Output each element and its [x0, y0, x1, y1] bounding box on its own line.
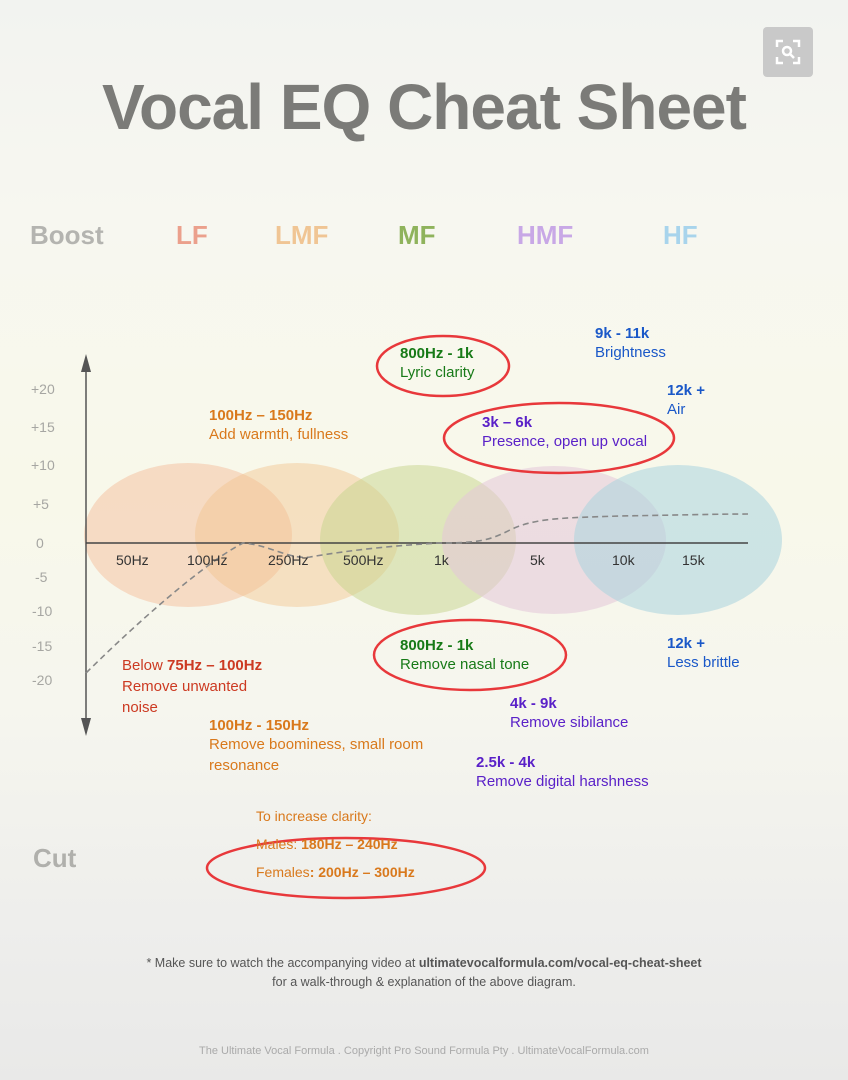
note-desc: Add warmth, fullness — [209, 426, 349, 443]
boost-note-presence: 3k – 6k Presence, open up vocal — [482, 414, 647, 452]
note-range: 4k - 9k — [510, 695, 557, 712]
x-tick: 10k — [612, 552, 635, 568]
footer-link[interactable]: ultimatevocalformula.com/vocal-eq-cheat-… — [418, 956, 702, 970]
highlight-lyric-clarity — [375, 334, 511, 398]
x-tick: 500Hz — [343, 552, 384, 568]
highlight-females — [205, 836, 487, 900]
note-range: 100Hz – 150Hz — [209, 407, 313, 424]
note-desc: Brightness — [595, 344, 666, 361]
note-desc: Remove digital harshness — [476, 773, 649, 790]
y-tick: -20 — [32, 672, 53, 688]
note-range: 12k + — [667, 382, 705, 399]
note-desc: Lyric clarity — [400, 364, 475, 381]
y-axis-up-arrow — [81, 354, 91, 372]
males-range: 180Hz – 240Hz — [301, 836, 398, 852]
copyright: The Ultimate Vocal Formula . Copyright P… — [199, 1045, 649, 1057]
y-tick: 0 — [36, 535, 44, 551]
cut-note-noise: Below 75Hz – 100Hz Remove unwanted noise — [122, 655, 262, 718]
footer-text: * Make sure to watch the accompanying vi… — [146, 956, 419, 970]
x-tick: 15k — [682, 552, 705, 568]
footer-text-2: for a walk-through & explanation of the … — [272, 975, 576, 989]
females-range: : 200Hz – 300Hz — [309, 864, 415, 880]
y-tick: +15 — [31, 419, 55, 435]
boost-note-air: 12k + Air — [667, 382, 705, 420]
x-tick: 250Hz — [268, 552, 309, 568]
note-desc: resonance — [209, 757, 280, 774]
hf-region — [574, 465, 782, 615]
lf-region — [84, 463, 292, 607]
expand-image-button[interactable] — [763, 27, 813, 77]
boost-note-lyric-clarity: 800Hz - 1k Lyric clarity — [400, 345, 474, 383]
y-tick: +10 — [31, 457, 55, 473]
y-tick: +20 — [31, 381, 55, 397]
clarity-note: To increase clarity: Males: 180Hz – 240H… — [256, 802, 415, 886]
x-tick: 100Hz — [187, 552, 228, 568]
band-hf: HF — [663, 220, 698, 250]
note-prefix: Below — [122, 657, 168, 674]
band-lmf: LMF — [275, 220, 329, 250]
cut-note-brittle: 12k + Less brittle — [667, 635, 740, 673]
clarity-heading: To increase clarity: — [256, 808, 372, 824]
x-tick: 5k — [530, 552, 545, 568]
x-tick: 1k — [434, 552, 449, 568]
footer-note: * Make sure to watch the accompanying vi… — [0, 954, 848, 992]
note-range: 800Hz - 1k — [400, 637, 474, 654]
y-tick: -10 — [32, 603, 53, 619]
note-desc: Remove sibilance — [510, 714, 629, 731]
note-desc: noise — [122, 699, 158, 716]
band-hmf: HMF — [517, 220, 574, 250]
cut-note-harshness: 2.5k - 4k Remove digital harshness — [476, 754, 649, 792]
x-tick: 50Hz — [116, 552, 149, 568]
note-range: 9k - 11k — [595, 325, 650, 342]
note-range: 12k + — [667, 635, 705, 652]
note-desc: Remove unwanted — [122, 678, 248, 695]
note-range: 3k – 6k — [482, 414, 533, 431]
note-desc: Presence, open up vocal — [482, 433, 648, 450]
note-desc: Less brittle — [667, 654, 740, 671]
y-axis-down-arrow — [81, 718, 91, 736]
females-label: Females — [256, 864, 310, 880]
eq-curve — [85, 513, 749, 674]
y-tick: +5 — [33, 496, 49, 512]
boost-label: Boost — [30, 220, 104, 250]
note-desc: Remove boominess, small room — [209, 736, 424, 753]
note-range: 2.5k - 4k — [476, 754, 536, 771]
note-desc: Remove nasal tone — [400, 656, 530, 673]
page-title: Vocal EQ Cheat Sheet — [102, 71, 747, 143]
note-desc: Air — [667, 401, 686, 418]
cut-note-nasal: 800Hz - 1k Remove nasal tone — [400, 637, 529, 675]
cut-note-boominess: 100Hz - 150Hz Remove boominess, small ro… — [209, 717, 423, 776]
cut-label: Cut — [33, 843, 77, 873]
note-range: 800Hz - 1k — [400, 345, 474, 362]
note-range: 75Hz – 100Hz — [167, 657, 263, 674]
males-label: Males: — [256, 836, 302, 852]
highlight-presence — [442, 401, 676, 475]
boost-note-warmth: 100Hz – 150Hz Add warmth, fullness — [209, 407, 348, 445]
note-range: 100Hz - 150Hz — [209, 717, 310, 734]
cut-note-sibilance: 4k - 9k Remove sibilance — [510, 695, 628, 733]
y-tick: -15 — [32, 638, 53, 654]
band-lf: LF — [176, 220, 208, 250]
expand-search-icon — [775, 39, 801, 65]
y-tick: -5 — [35, 569, 48, 585]
highlight-nasal — [372, 618, 568, 692]
band-mf: MF — [398, 220, 436, 250]
boost-note-brightness: 9k - 11k Brightness — [595, 325, 666, 363]
